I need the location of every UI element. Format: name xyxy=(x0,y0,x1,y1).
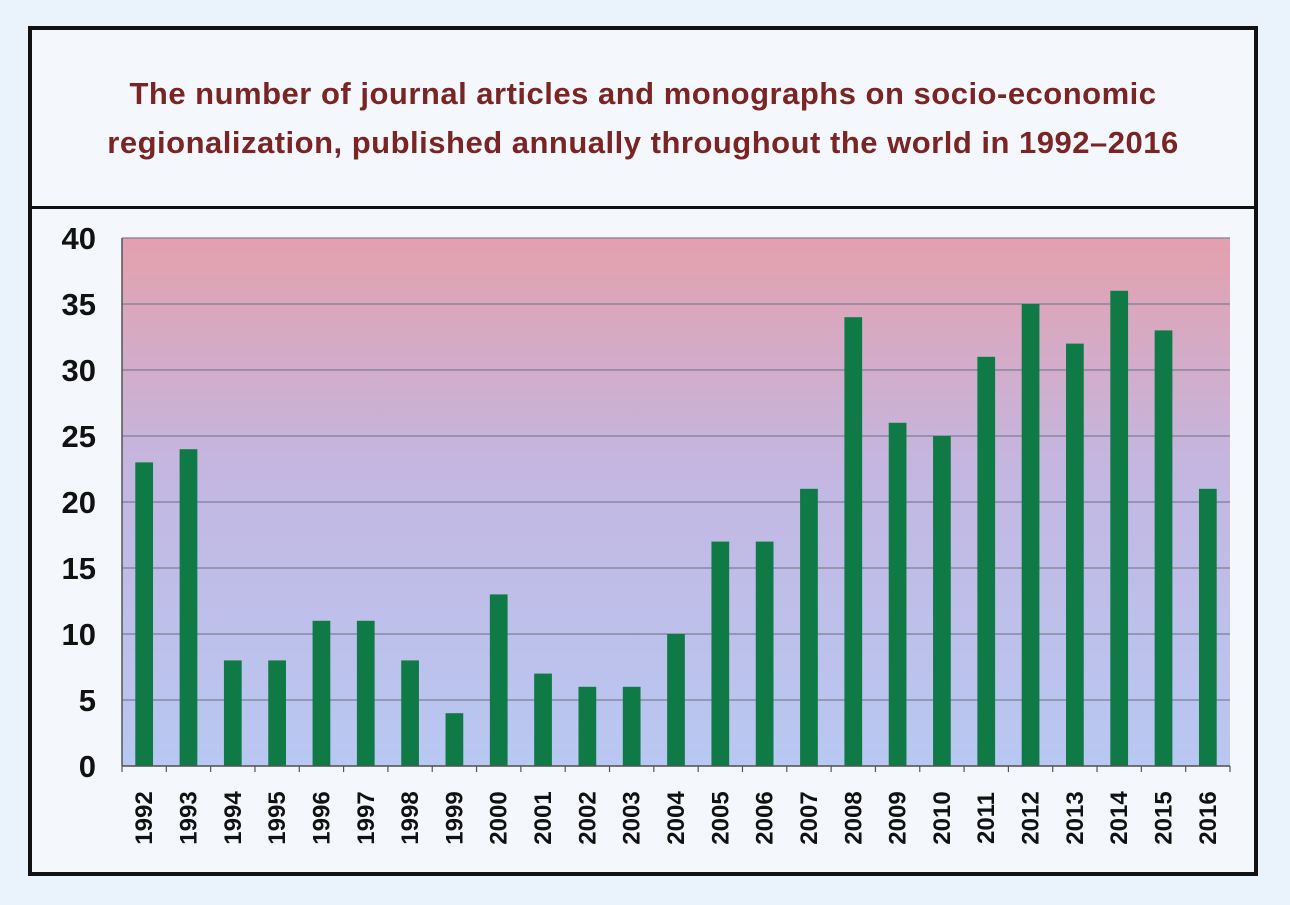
y-tick-label: 25 xyxy=(62,419,96,454)
bar-2000 xyxy=(489,594,508,766)
x-tick-label: 2003 xyxy=(619,791,646,844)
bar-2001 xyxy=(534,673,552,766)
axes xyxy=(121,238,1231,772)
x-tick-label: 2005 xyxy=(707,791,734,844)
bar-1993 xyxy=(179,449,198,766)
x-tick-label: 2004 xyxy=(663,791,690,845)
bar-2011 xyxy=(977,356,996,766)
x-tick-label: 2002 xyxy=(574,791,601,844)
x-tick-label: 2007 xyxy=(796,791,823,844)
bar-2009 xyxy=(888,422,907,766)
bars-group xyxy=(135,290,1217,766)
bar-1995 xyxy=(268,660,286,766)
x-tick-label: 1993 xyxy=(175,791,202,844)
x-tick-labels: 1992 1993 1994 1995 1996 1997 1998 1999 2000 2001… xyxy=(131,791,1222,845)
x-tick-label: 2012 xyxy=(1018,791,1045,844)
bar-1998 xyxy=(401,660,419,766)
x-tick-label: 2011 xyxy=(973,792,1000,844)
chart-title: The number of journal articles and monog… xyxy=(107,76,1179,160)
bar-2005 xyxy=(711,541,730,766)
y-tick-label: 35 xyxy=(62,287,96,322)
x-tick-label: 2008 xyxy=(840,791,867,844)
bar-2014 xyxy=(1110,290,1129,766)
bar-1996 xyxy=(312,620,331,766)
x-tick-label: 1998 xyxy=(397,791,424,844)
bar-2010 xyxy=(933,436,951,766)
y-tick-label: 15 xyxy=(62,551,96,586)
y-tick-label: 40 xyxy=(62,221,96,256)
bar-1999 xyxy=(445,713,464,766)
x-tick-label: 1992 xyxy=(131,791,158,844)
x-tick-label: 1996 xyxy=(308,791,335,844)
bar-2015 xyxy=(1154,330,1173,766)
bar-2016 xyxy=(1198,488,1217,766)
y-tick-label: 10 xyxy=(62,617,96,652)
x-tick-label: 2015 xyxy=(1151,791,1178,844)
bar-2007 xyxy=(800,488,818,766)
x-tick-label: 1994 xyxy=(220,791,247,845)
y-tick-label: 30 xyxy=(62,353,96,388)
x-tick-label: 1997 xyxy=(353,791,380,844)
y-tick-labels: 0 5 10 15 20 25 30 35 40 xyxy=(62,221,96,784)
x-tick-label: 2016 xyxy=(1195,791,1222,844)
y-tick-label: 0 xyxy=(79,749,96,784)
x-tick-label: 2010 xyxy=(929,791,956,844)
bar-2002 xyxy=(578,686,597,766)
bar-1994 xyxy=(223,660,242,766)
bar-2013 xyxy=(1066,343,1084,766)
x-tick-label: 1999 xyxy=(441,791,468,844)
bar-2004 xyxy=(667,634,685,766)
bar-2006 xyxy=(755,541,774,766)
y-tick-label: 5 xyxy=(79,683,96,718)
x-tick-label: 2006 xyxy=(752,791,779,844)
x-tick-label: 2001 xyxy=(530,791,557,844)
bar-2003 xyxy=(622,686,641,766)
x-tick-label: 2014 xyxy=(1106,791,1133,845)
x-tick-label: 2013 xyxy=(1062,791,1089,844)
chart-title-box: The number of journal articles and monog… xyxy=(32,30,1254,209)
x-tick-label: 2009 xyxy=(885,791,912,844)
y-tick-label: 20 xyxy=(62,485,96,520)
bar-2012 xyxy=(1021,304,1040,766)
bar-2008 xyxy=(844,317,863,766)
x-tick-label: 2000 xyxy=(486,791,513,844)
bar-1997 xyxy=(356,620,375,766)
x-tick-label: 1995 xyxy=(264,791,291,844)
bar-1992 xyxy=(135,462,154,766)
